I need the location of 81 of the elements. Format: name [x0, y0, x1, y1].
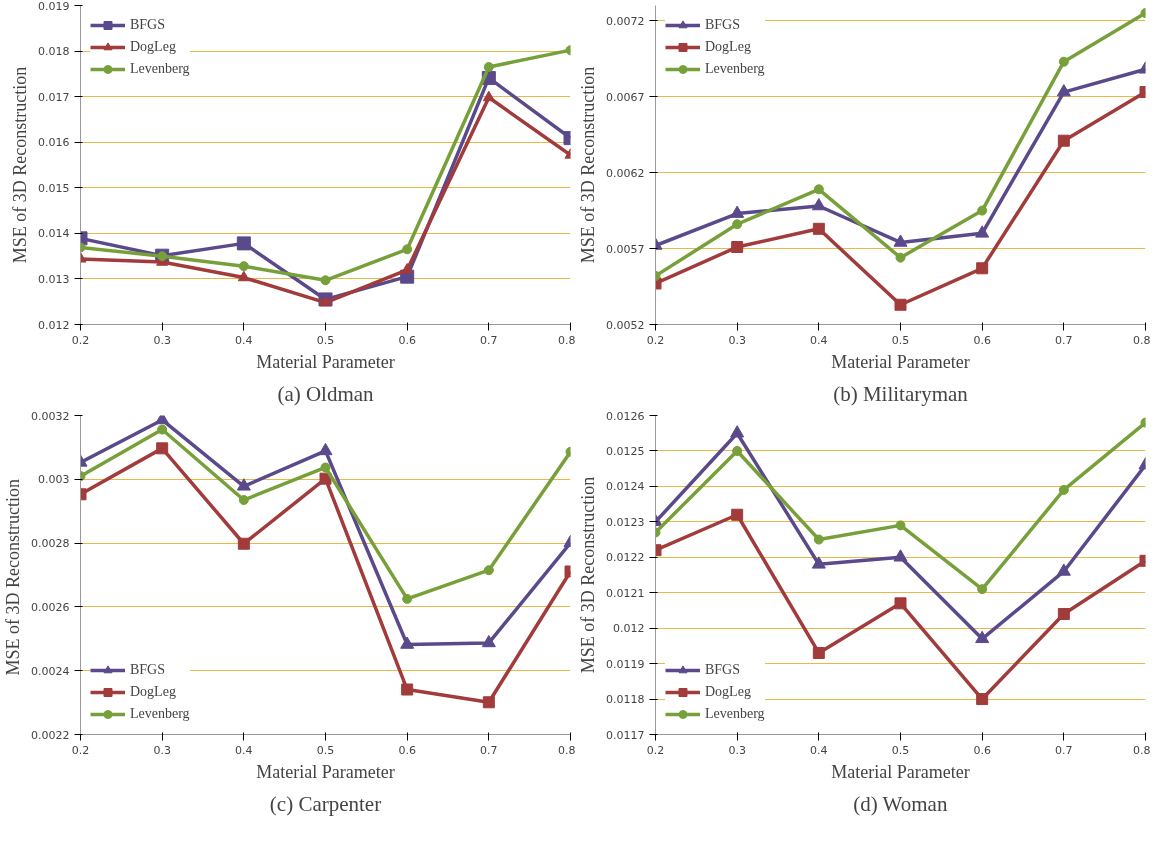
- y-tick-label: 0.015: [38, 181, 70, 195]
- x-tick-label: 0.5: [316, 743, 335, 757]
- x-axis-title: Material Parameter: [831, 351, 970, 372]
- y-tick-label: 0.0117: [606, 728, 645, 742]
- legend-label: BFGS: [705, 17, 741, 33]
- text: (c) Carpenter: [269, 791, 382, 816]
- y-tick-label: 0.0067: [606, 90, 645, 104]
- y-tick-label: 0.017: [38, 90, 70, 104]
- y-tick-label: 0.003: [38, 473, 70, 487]
- x-tick-label: 0.2: [646, 333, 665, 347]
- y-tick-label: 0.014: [38, 227, 70, 241]
- x-tick-label: 0.4: [235, 743, 253, 757]
- y-tick-label: 0.0121: [606, 586, 645, 600]
- text: (b) Militaryman: [833, 381, 969, 406]
- x-tick-label: 0.7: [1055, 333, 1073, 347]
- y-tick-label: 0.0028: [31, 537, 70, 551]
- y-tick-label: 0.0125: [606, 444, 645, 458]
- y-axis-title: MSE of 3D Reconstruction: [578, 476, 599, 674]
- legend-label: Levenberg: [130, 706, 190, 722]
- x-tick-label: 0.3: [728, 743, 746, 757]
- text: (a) Oldman: [277, 381, 375, 406]
- x-tick-label: 0.5: [891, 743, 910, 757]
- y-tick-label: 0.0032: [31, 409, 70, 423]
- x-tick-label: 0.7: [480, 333, 498, 347]
- y-axis-title: MSE of 3D Reconstruction: [3, 479, 24, 676]
- y-tick-label: 0.0072: [606, 14, 645, 28]
- x-tick-label: 0.7: [480, 743, 498, 757]
- y-tick-label: 0.018: [38, 45, 70, 59]
- y-tick-label: 0.0022: [31, 728, 70, 742]
- x-tick-label: 0.8: [1133, 743, 1151, 757]
- y-tick-label: 0.0057: [606, 242, 645, 256]
- y-tick-label: 0.0123: [606, 515, 645, 529]
- y-tick-label: 0.013: [38, 272, 70, 286]
- x-tick-label: 0.6: [398, 743, 416, 757]
- y-tick-label: 0.0124: [606, 480, 645, 494]
- x-axis-title: Material Parameter: [256, 761, 395, 782]
- x-tick-label: 0.2: [71, 333, 90, 347]
- x-tick-label: 0.6: [973, 333, 991, 347]
- x-axis-title: Material Parameter: [256, 351, 395, 372]
- y-axis-title: MSE of 3D Reconstruction: [10, 66, 31, 264]
- legend-label: BFGS: [705, 662, 741, 678]
- legend-label: DogLeg: [705, 39, 751, 55]
- y-tick-label: 0.0026: [31, 600, 70, 614]
- y-axis-title: MSE of 3D Reconstruction: [578, 66, 599, 264]
- x-tick-label: 0.5: [316, 333, 335, 347]
- y-tick-label: 0.0122: [606, 551, 645, 565]
- x-tick-label: 0.8: [558, 333, 576, 347]
- legend-label: DogLeg: [130, 684, 176, 700]
- x-tick-label: 0.2: [71, 743, 90, 757]
- x-tick-label: 0.8: [558, 743, 576, 757]
- x-tick-label: 0.3: [153, 743, 171, 757]
- x-tick-label: 0.5: [891, 333, 910, 347]
- y-tick-label: 0.016: [38, 136, 70, 150]
- x-tick-label: 0.2: [646, 743, 665, 757]
- y-tick-label: 0.0119: [606, 657, 645, 671]
- y-tick-label: 0.0118: [606, 693, 645, 707]
- x-tick-label: 0.3: [728, 333, 746, 347]
- legend-label: Levenberg: [705, 706, 765, 722]
- y-tick-label: 0.012: [38, 318, 70, 332]
- legend-label: Levenberg: [705, 61, 765, 77]
- legend-label: BFGS: [130, 17, 166, 33]
- x-tick-label: 0.6: [398, 333, 416, 347]
- x-tick-label: 0.7: [1055, 743, 1073, 757]
- legend-label: DogLeg: [705, 684, 751, 700]
- x-tick-label: 0.4: [810, 333, 828, 347]
- x-tick-label: 0.4: [810, 743, 828, 757]
- x-tick-label: 0.4: [235, 333, 253, 347]
- legend-label: BFGS: [130, 662, 166, 678]
- y-tick-label: 0.019: [38, 0, 70, 13]
- x-tick-label: 0.8: [1133, 333, 1151, 347]
- y-tick-label: 0.0126: [606, 409, 645, 423]
- x-tick-label: 0.6: [973, 743, 991, 757]
- y-tick-label: 0.0052: [606, 318, 645, 332]
- y-tick-label: 0.0062: [606, 166, 645, 180]
- legend-label: DogLeg: [130, 39, 176, 55]
- legend-label: Levenberg: [130, 61, 190, 77]
- y-tick-label: 0.012: [613, 622, 645, 636]
- text: (d) Woman: [853, 791, 948, 816]
- y-tick-label: 0.0024: [31, 664, 70, 678]
- x-axis-title: Material Parameter: [831, 761, 970, 782]
- x-tick-label: 0.3: [153, 333, 171, 347]
